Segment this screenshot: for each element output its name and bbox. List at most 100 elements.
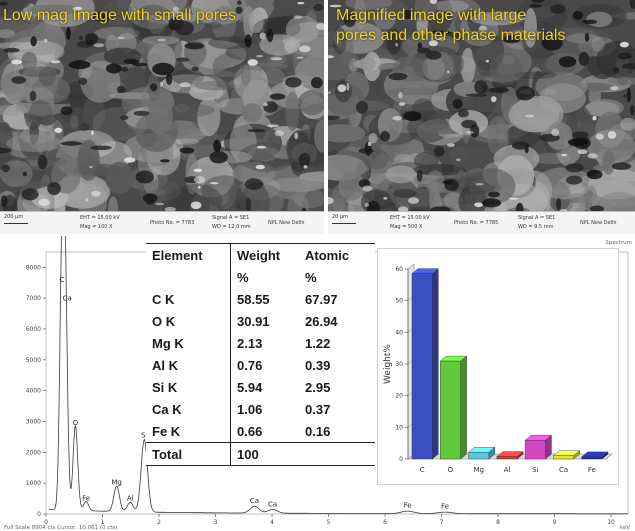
sem-caption-low-mag: Low mag Image with small pores: [3, 7, 236, 24]
sem-pore: [47, 182, 61, 196]
sem-caption-high-mag: Magnified image with large pores and oth…: [336, 6, 565, 46]
sem-highlight: [465, 131, 474, 134]
peak-label: Ca: [250, 497, 259, 505]
sem-grain: [29, 99, 53, 125]
sem-pore: [247, 129, 266, 133]
sem-highlight: [50, 60, 61, 64]
sem-grain: [328, 47, 360, 81]
sem-databar-left: 200 μm EHT = 15.00 kV Mag = 100 X Photo …: [0, 211, 324, 234]
signal-label: Signal A = SE1: [212, 215, 250, 221]
sem-grain: [460, 47, 476, 84]
units-weight: %: [237, 269, 249, 285]
x-tick-label: 2: [157, 519, 161, 526]
sem-pore: [541, 36, 563, 51]
mag-label: Mag = 500 X: [390, 224, 423, 230]
sem-highlight: [316, 23, 324, 30]
sem-highlight: [259, 32, 266, 40]
sem-grain: [174, 103, 189, 113]
sem-pore: [79, 77, 88, 86]
element-cell: O K: [146, 310, 231, 332]
scale-bar: [332, 223, 356, 224]
sem-grain: [433, 0, 470, 12]
sem-pore: [488, 191, 500, 198]
sem-pore: [237, 0, 242, 5]
sem-grain: [387, 122, 410, 153]
sem-grain: [211, 71, 237, 77]
sem-pore: [572, 131, 589, 139]
sem-pore: [22, 171, 27, 177]
x-tick-label: 8: [496, 519, 500, 526]
sem-highlight: [329, 4, 342, 8]
sem-pore: [584, 32, 590, 42]
sem-grain: [117, 0, 130, 13]
element-cell: Ca K: [146, 398, 231, 420]
bar-fe: [581, 451, 609, 460]
sem-pore: [430, 30, 451, 35]
sem-pore: [550, 4, 566, 14]
sem-grain: [545, 121, 573, 150]
sem-grain: [268, 177, 324, 192]
weight-cell: 30.91: [237, 313, 270, 329]
sem-pore: [567, 138, 588, 147]
sem-grain: [596, 40, 635, 79]
sem-grain: [333, 146, 373, 177]
photo-label: Photo No. = 7785: [454, 220, 499, 226]
sem-pore: [119, 115, 129, 120]
sem-highlight: [478, 25, 487, 31]
sem-grain: [194, 80, 237, 91]
sem-pore: [590, 205, 604, 213]
y-tick-label: 5000: [26, 357, 41, 364]
sem-highlight: [85, 197, 89, 202]
sem-grain: [345, 0, 393, 10]
sem-pore: [380, 130, 390, 142]
bar-chart-svg: 0 10 20 30 40 50 60 Weight% C O Mg Al Si Ca Fe: [383, 263, 613, 474]
y-tick-label: 1000: [26, 480, 41, 487]
sem-grain: [359, 56, 376, 71]
sem-highlight: [179, 82, 191, 88]
sem-grain: [132, 4, 175, 42]
x-tick-label: 4: [270, 519, 274, 526]
sem-grain: [140, 137, 174, 167]
sem-highlight: [89, 165, 93, 169]
sem-pore: [175, 20, 194, 36]
sem-pore: [503, 35, 521, 44]
sem-highlight: [475, 183, 484, 186]
x-tick-label: 5: [327, 519, 331, 526]
sem-grain: [470, 11, 524, 26]
sem-grain: [211, 5, 237, 41]
sem-highlight: [11, 59, 23, 65]
sem-pore: [578, 51, 590, 66]
sem-pore: [121, 66, 128, 72]
sem-pore: [470, 124, 480, 138]
sem-grain: [532, 152, 571, 165]
sem-highlight: [491, 96, 497, 103]
sem-highlight: [193, 168, 203, 172]
sem-grain: [422, 56, 445, 81]
sem-grain: [212, 53, 245, 81]
weight-cell: 58.55: [237, 291, 270, 307]
sem-pore: [531, 0, 545, 3]
sem-pore: [29, 90, 37, 102]
sem-highlight: [43, 38, 48, 43]
sem-pore: [68, 60, 91, 70]
weight-cell: 2.13: [237, 335, 263, 351]
sem-highlight: [398, 102, 406, 106]
sem-pore: [116, 85, 126, 93]
spectrum-curve: [48, 236, 628, 515]
y-tick-label: 40: [395, 329, 403, 336]
sem-pore: [11, 76, 27, 84]
total-label: Total: [146, 442, 231, 466]
units-element: [146, 266, 231, 288]
y-tick-label: 20: [395, 393, 403, 400]
sem-grain: [247, 146, 280, 162]
sem-highlight: [383, 197, 388, 200]
table-row: C K 58.55 67.97: [146, 288, 375, 310]
sem-highlight: [157, 38, 166, 42]
element-cell: C K: [146, 288, 231, 310]
bar-mg: [467, 446, 496, 460]
sem-pore: [37, 154, 48, 170]
sem-grain: [338, 171, 365, 201]
sem-highlight: [455, 158, 461, 161]
sem-pore: [133, 110, 150, 116]
sem-highlight: [293, 15, 303, 19]
